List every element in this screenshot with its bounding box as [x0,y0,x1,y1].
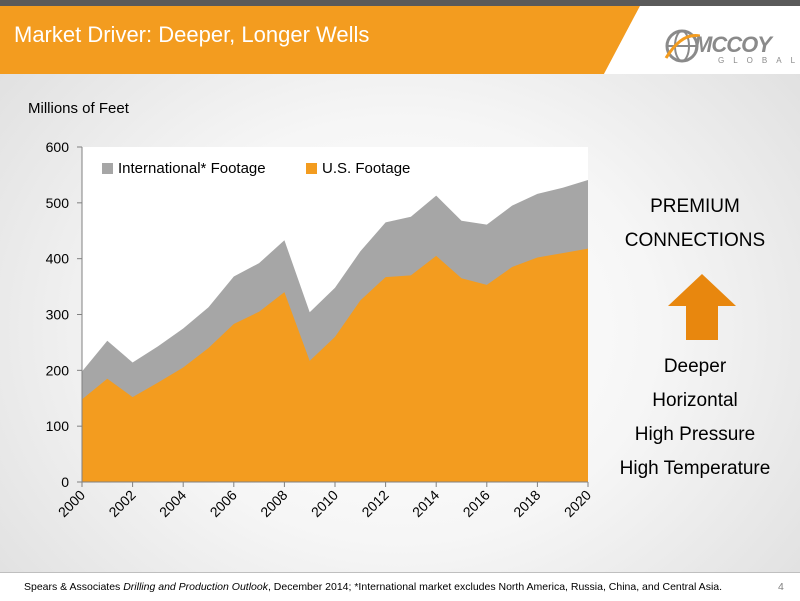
x-tick-label: 2002 [105,487,138,520]
x-tick-label: 2004 [156,487,189,520]
page-number: 4 [778,581,784,593]
x-tick-label: 2006 [207,487,240,520]
y-axis-label: Millions of Feet [28,100,129,117]
globe-icon [664,29,700,63]
logo-tagline: GLOBAL [718,56,800,65]
driver-deeper: Deeper [663,356,727,377]
x-tick-label: 2008 [257,487,290,520]
x-tick-label: 2000 [55,487,88,520]
y-tick-label: 400 [46,251,70,267]
legend-swatch-us [306,163,317,174]
footnote-source: Spears & Associates [24,581,124,593]
y-tick-label: 0 [61,474,69,490]
footnote-rest: , December 2014; *International market e… [267,581,723,593]
y-tick-label: 300 [46,307,70,323]
x-tick-label: 2012 [358,487,391,520]
up-arrow-icon [668,274,736,340]
top-bar [0,0,800,6]
y-tick-label: 100 [46,418,70,434]
premium-headline: PREMIUM CONNECTIONS [600,190,790,258]
legend-label-international: International* Footage [118,160,266,177]
headline-line-1: PREMIUM [650,196,740,217]
company-logo: MCCOY GLOBAL [660,26,795,76]
header-banner [0,6,800,74]
us-footage-area [82,248,588,482]
x-tick-label: 2014 [409,487,442,520]
y-tick-label: 500 [46,195,70,211]
page-title: Market Driver: Deeper, Longer Wells [14,22,370,47]
y-tick-label: 200 [46,362,70,378]
legend-label-us: U.S. Footage [322,160,410,177]
footnote-bar: Spears & Associates Drilling and Product… [0,572,800,601]
footage-area-chart: 0 100 200 300 400 500 600 2000 2002 2004 2006 2008 2… [46,139,595,520]
footnote-text: Spears & Associates Drilling and Product… [24,581,722,593]
driver-list: Deeper Horizontal High Pressure High Tem… [600,350,790,486]
footnote-publication: Drilling and Production Outlook [123,581,268,593]
x-tick-label: 2010 [308,487,341,520]
logo-name: MCCOY [694,32,772,57]
driver-high-temperature: High Temperature [619,458,771,479]
headline-line-2: CONNECTIONS [624,230,766,251]
x-tick-label: 2018 [510,487,543,520]
legend-swatch-international [102,163,113,174]
y-tick-label: 600 [46,139,70,155]
driver-high-pressure: High Pressure [634,424,756,445]
x-tick-label: 2020 [561,487,594,520]
x-tick-label: 2016 [460,487,493,520]
driver-horizontal: Horizontal [652,390,738,411]
slide-header: Market Driver: Deeper, Longer Wells MCCO… [0,6,800,74]
